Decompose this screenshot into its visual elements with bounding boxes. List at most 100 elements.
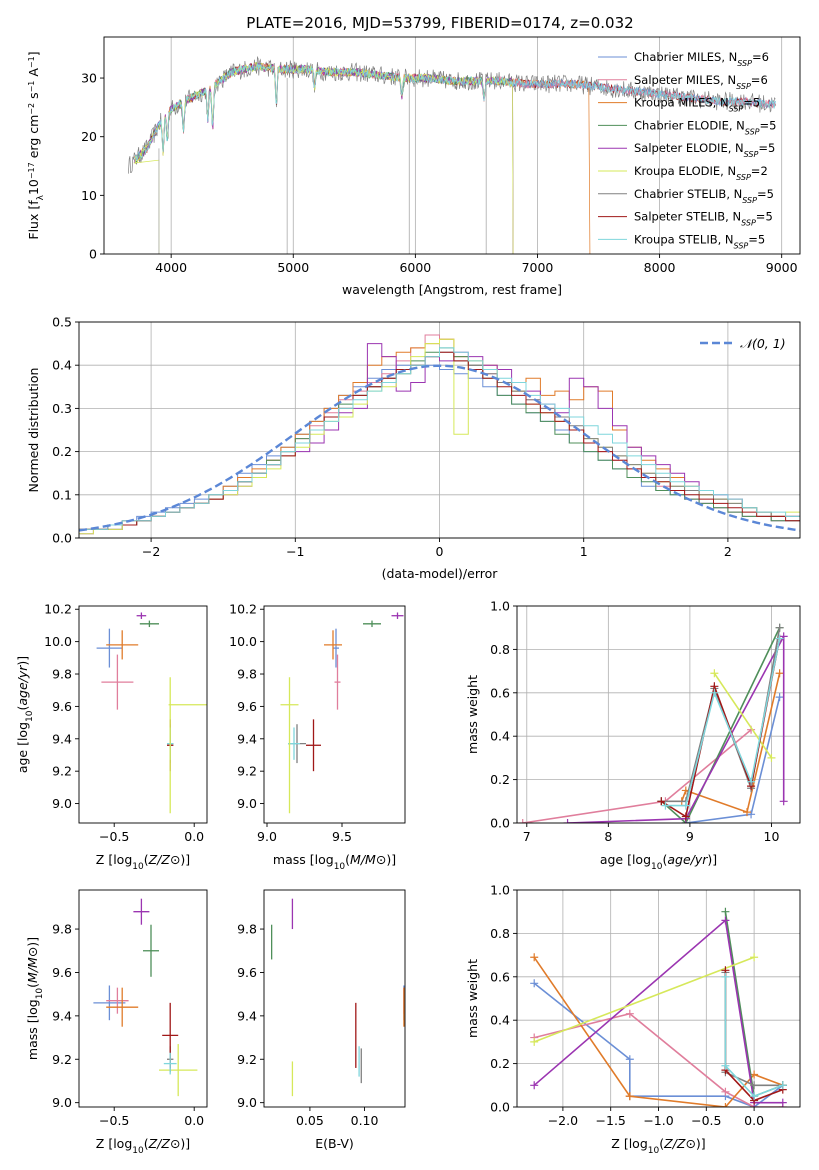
y-tick-label: 9.6 — [52, 965, 72, 980]
axes-frame-mass_vs_ebv — [263, 889, 406, 1108]
axes-mass_vs_Z: −0.5 0.0 9.0 9.2 9.4 9.6 9.8 — [52, 922, 204, 1128]
x-tick-label: 5000 — [277, 260, 309, 275]
label-part: )] — [15, 656, 30, 666]
weight-marker — [518, 819, 527, 823]
ylabel-part: −1 — [27, 81, 36, 93]
legend-n: , N — [728, 141, 744, 155]
x-tick-label: 8000 — [644, 260, 676, 275]
errorbar-point — [143, 924, 159, 977]
legend-n: , N — [726, 187, 742, 201]
y-tick-label: 9.2 — [237, 1052, 257, 1067]
legend-ssp: SSP — [742, 195, 757, 204]
legend-label: Kroupa STELIB, NSSP=5 — [634, 232, 765, 250]
weight-marker — [625, 1009, 634, 1018]
weight-line — [685, 696, 781, 823]
weight-marker — [681, 812, 690, 821]
legend-model: Salpeter MILES — [634, 73, 720, 87]
weight-line — [680, 673, 781, 814]
legend-ssp: SSP — [741, 218, 756, 227]
weight-marker — [530, 1081, 539, 1090]
weight-line — [533, 918, 783, 1104]
y-tick-label: 0.4 — [52, 358, 72, 373]
age_vs_mass-points — [280, 612, 404, 814]
weight-marker — [710, 669, 719, 678]
weight-marker — [681, 801, 690, 810]
legend-model: Kroupa MILES — [634, 96, 713, 110]
y-tick-label: 0.0 — [490, 1100, 510, 1115]
ylabel-part: −2 — [27, 103, 36, 115]
weight-marker — [657, 797, 666, 806]
label-part: Z [log — [611, 1136, 647, 1151]
legend-nssp: 5 — [769, 118, 776, 132]
legend-nssp: 2 — [760, 164, 767, 178]
legend-model: Salpeter ELODIE — [634, 141, 728, 155]
label-part: ( — [144, 852, 149, 867]
axes-frame-age_vs_Z — [78, 605, 208, 824]
y-tick-label: 10.0 — [229, 634, 257, 649]
label-part: )] — [25, 937, 40, 947]
mass_vs_ebv-points — [271, 898, 405, 1097]
legend-n: , N — [729, 118, 745, 132]
y-tick-label: 0.6 — [490, 685, 510, 700]
y-tick-label: 0.8 — [490, 926, 510, 941]
x-tick-label: 9 — [686, 829, 694, 844]
label-part: Z/Z⊙ — [148, 852, 181, 867]
legend-model: Kroupa ELODIE — [634, 164, 720, 178]
x-tick-label: 9000 — [766, 260, 798, 275]
spectrum-line — [133, 62, 514, 254]
axes-spectrum: 4000 5000 6000 7000 8000 9000 0 10 20 30 — [81, 37, 798, 275]
legend-nssp: 5 — [753, 96, 760, 110]
y-tick-label: 9.6 — [52, 699, 72, 714]
age_vs_Z-xlabel: Z [log10(Z/Z⊙)] — [96, 852, 190, 872]
label-part: age/yr — [15, 665, 30, 706]
axes-age_vs_mass: 9.0 9.5 9.0 9.2 9.4 9.6 9.8 10.0 10.2 — [229, 602, 352, 844]
y-tick-label: 0.2 — [490, 772, 510, 787]
legend-eq: = — [748, 232, 758, 246]
legend-model: Chabrier ELODIE — [634, 118, 729, 132]
legend-label: 𝒩(0, 1) — [740, 336, 786, 351]
label-part: ( — [659, 1136, 664, 1151]
ylabel-part: −1 — [27, 56, 36, 68]
axes-frame-spectrum — [103, 36, 801, 255]
spectrum-ylabel: Flux [fλ10−17 erg cm−2 s−1 A−1] — [26, 51, 46, 239]
weight-marker — [747, 810, 756, 819]
legend-n: , N — [721, 50, 737, 64]
y-tick-label: 9.4 — [52, 731, 72, 746]
y-tick-label: 0.3 — [52, 401, 72, 416]
weight-marker — [625, 1055, 634, 1064]
legend-eq: = — [757, 187, 767, 201]
y-tick-label: 9.4 — [237, 731, 257, 746]
label-part: M/M⊙ — [350, 852, 386, 867]
weight-marker — [721, 907, 730, 916]
y-tick-label: 0.8 — [490, 642, 510, 657]
errorbar-point — [163, 1052, 177, 1075]
weight-marker — [721, 1061, 730, 1070]
y-tick-label: 9.8 — [52, 922, 72, 937]
errorbar-point — [334, 654, 341, 710]
errorbar-point — [333, 628, 339, 668]
weight_vs_age-ylabel: mass weight — [465, 675, 480, 754]
label-part: age/yr — [667, 852, 708, 867]
weight-marker — [721, 972, 730, 981]
weight-marker — [563, 819, 572, 823]
legend-n: , N — [713, 96, 729, 110]
weight-marker — [721, 1087, 730, 1096]
spectrum-line — [134, 63, 776, 162]
weight-marker — [775, 693, 784, 702]
legend-label: Kroupa MILES, NSSP=5 — [634, 96, 760, 114]
x-tick-label: 7000 — [522, 260, 554, 275]
x-tick-label: −2.0 — [548, 1113, 578, 1128]
y-tick-label: 0.2 — [490, 1056, 510, 1071]
y-tick-label: 9.6 — [237, 965, 257, 980]
age_vs_mass-xlabel: mass [log10(M/M⊙)] — [273, 852, 396, 872]
label-part: )] — [180, 852, 190, 867]
label-part: ( — [25, 983, 40, 988]
spectrum-line — [134, 61, 514, 254]
legend-n: , N — [720, 164, 736, 178]
x-tick-label: 0.10 — [351, 1113, 379, 1128]
weight-line — [567, 636, 785, 823]
axes-frame-weight_vs_Z — [516, 889, 801, 1108]
normal-curve — [79, 364, 800, 532]
figure-title: PLATE=2016, MJD=53799, FIBERID=0174, z=0… — [246, 14, 633, 32]
x-tick-label: 4000 — [155, 260, 187, 275]
